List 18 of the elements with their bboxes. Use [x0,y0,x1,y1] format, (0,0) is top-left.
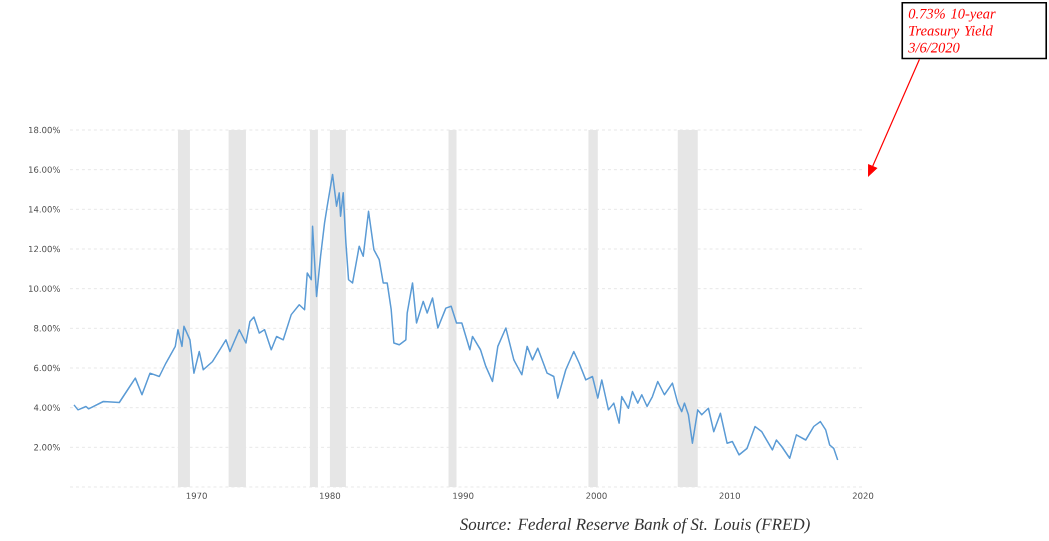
x-tick-label: 1980 [320,492,341,499]
x-tick-label: 2010 [719,492,740,499]
x-tick-label: 2020 [852,492,874,499]
y-tick-label: 8.00% [34,325,61,332]
source-note: Source: Federal Reserve Bank of St. Louis (FRED) [459,517,810,534]
text: 0.73% 10-year Treasury Yield 3/6/2020 [908,8,996,53]
y-tick-label: 10.00% [29,285,61,292]
y-tick-label: 4.00% [33,404,61,411]
y-tick-label: 14.00% [29,206,61,213]
x-tick-label: 2000 [586,492,607,499]
x-tick-label: 1970 [186,492,207,499]
y-tick-label: 12.00% [29,245,61,253]
x-tick-label: 1990 [453,492,474,499]
y-tick-label: 16.00% [29,166,61,173]
y-tick-label: 2.00% [34,444,61,451]
y-tick-label: 6.00% [34,364,61,372]
y-tick-label: 18.00% [29,126,61,134]
line-series [73,173,839,461]
